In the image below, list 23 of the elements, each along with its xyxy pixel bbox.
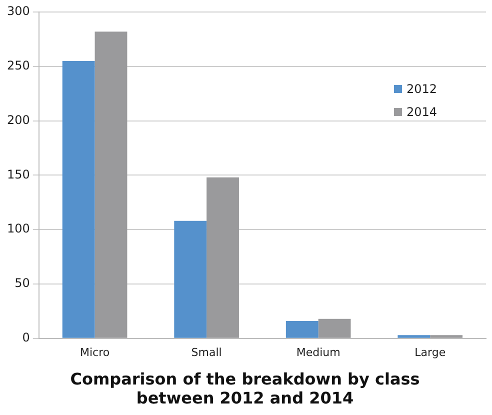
y-tick-label: 150: [7, 167, 30, 182]
y-tick-label: 200: [7, 112, 30, 127]
x-tick-label: Micro: [80, 346, 110, 359]
bar: [206, 177, 239, 338]
bar: [398, 335, 430, 338]
y-tick-label: 250: [7, 58, 30, 73]
bar: [94, 32, 128, 338]
bar: [318, 318, 351, 338]
bar: [174, 220, 207, 338]
bar: [430, 335, 463, 338]
y-tick-label: 0: [22, 330, 30, 345]
x-tick-label: Medium: [296, 346, 340, 359]
bar: [286, 320, 318, 338]
legend-label: 2012: [406, 82, 437, 96]
text: Comparison of the breakdown by class: [70, 369, 420, 388]
y-tick-label: 100: [7, 222, 30, 236]
bar: [62, 60, 95, 338]
x-tick-label: Small: [191, 346, 222, 359]
legend-label: 2014: [406, 105, 437, 119]
y-tick-label: 300: [7, 4, 30, 18]
text: between 2012 and 2014: [136, 388, 354, 408]
x-tick-label: Large: [414, 346, 446, 359]
y-tick-label: 50: [14, 276, 30, 290]
